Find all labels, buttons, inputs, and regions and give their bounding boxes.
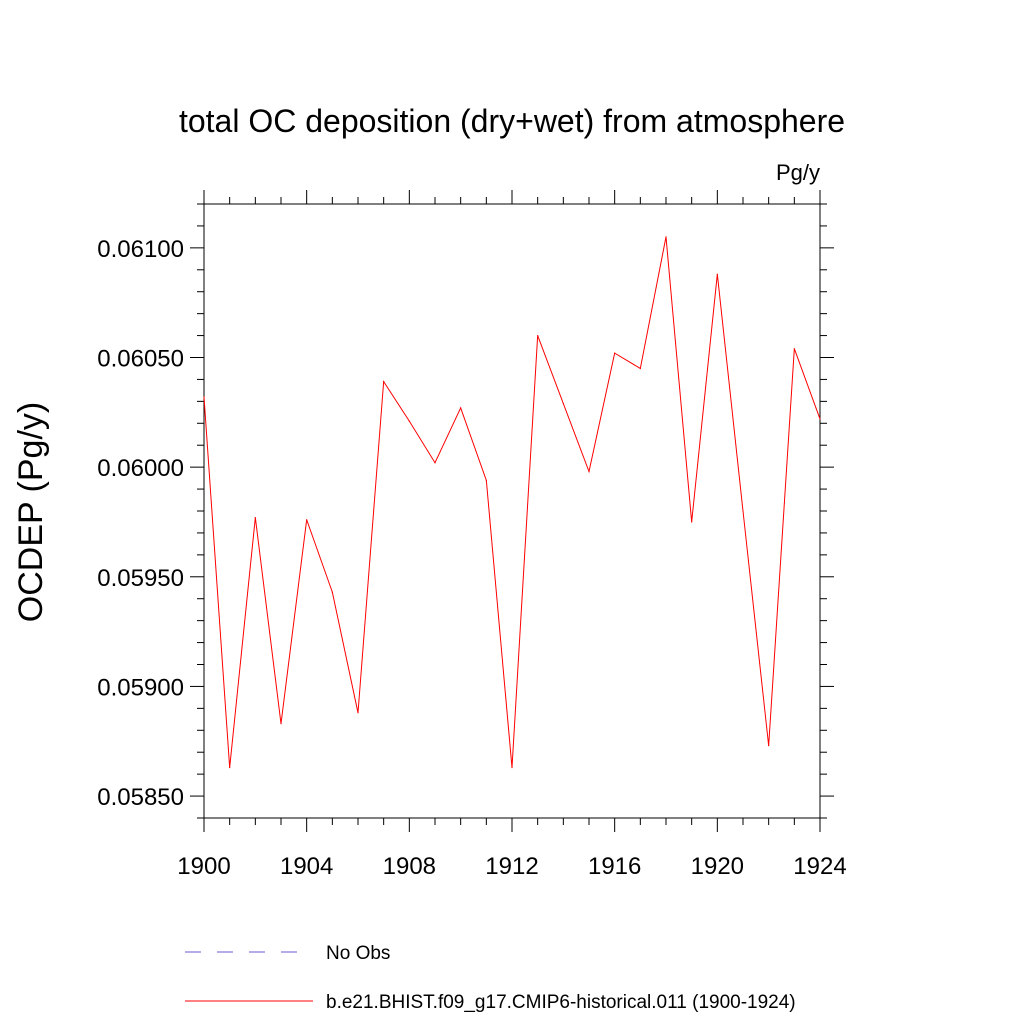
data-point [819,418,821,420]
data-point [434,462,436,464]
data-point [229,766,231,769]
data-point [588,470,590,473]
data-point [460,407,462,409]
x-tick-label: 1916 [588,853,641,880]
y-tick-label: 0.05850 [97,784,184,811]
y-tick-label: 0.06100 [97,236,184,263]
x-tick-label: 1908 [383,853,436,880]
data-point [665,236,667,238]
data-point [254,516,256,519]
data-point [485,479,487,481]
data-point [203,396,205,398]
legend-label: b.e21.BHIST.f09_g17.CMIP6-historical.011… [326,992,796,1013]
data-point [742,510,744,512]
data-point [357,712,359,714]
legend-label: No Obs [326,943,390,964]
y-tick-label: 0.05900 [97,674,184,701]
axis-ticks: 1900 1904 1908 1912 1916 1920 1924 0.05850 0.059… [97,190,847,880]
y-tick-label: 0.06050 [97,346,184,373]
data-point [691,521,693,523]
data-point [511,766,513,769]
x-tick-label: 1920 [691,853,744,880]
x-tick-label: 1900 [177,853,230,880]
chart-title: total OC deposition (dry+wet) from atmos… [179,103,845,139]
x-tick-label: 1912 [485,853,538,880]
data-point [383,381,385,383]
data-point [280,723,282,725]
data-point [614,352,616,354]
x-tick-label: 1924 [793,853,846,880]
data-point [408,420,410,422]
y-tick-label: 0.06000 [97,455,184,482]
y-tick-label: 0.05950 [97,565,184,592]
y-axis-label: OCDEP (Pg/y) [12,402,50,622]
x-tick-label: 1904 [280,853,333,880]
units-label: Pg/y [776,160,820,185]
data-point [768,745,770,747]
data-point [306,519,308,521]
plot-frame [203,203,821,819]
data-point [716,273,718,275]
data-point [639,367,641,370]
data-layer [203,236,821,769]
legend: No Obs b.e21.BHIST.f09_g17.CMIP6-historic… [185,943,796,1013]
data-point [331,591,333,593]
data-point [793,348,795,350]
data-point [537,334,539,337]
series-line-0 [203,236,821,768]
data-point [562,402,564,405]
